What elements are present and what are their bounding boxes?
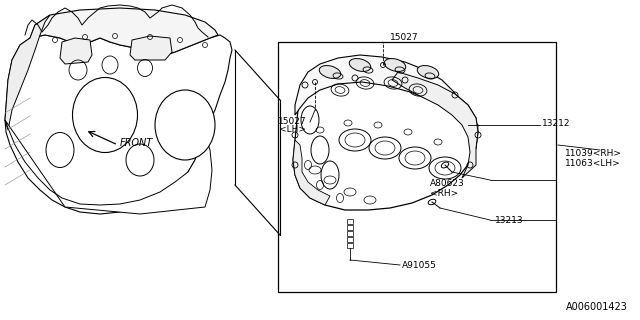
Bar: [278, 42, 556, 292]
Bar: [347, 237, 353, 242]
Ellipse shape: [349, 59, 371, 71]
Ellipse shape: [72, 77, 138, 153]
Text: <LH>: <LH>: [278, 125, 305, 134]
Text: 15027: 15027: [390, 33, 419, 42]
Bar: [347, 225, 353, 230]
Text: A80623: A80623: [430, 179, 465, 188]
Polygon shape: [392, 72, 478, 178]
Polygon shape: [5, 15, 50, 130]
Text: 11039<RH>: 11039<RH>: [565, 149, 622, 158]
Bar: [347, 219, 353, 224]
Polygon shape: [293, 140, 330, 205]
Polygon shape: [5, 120, 212, 214]
Polygon shape: [295, 55, 478, 148]
Text: 13212: 13212: [542, 119, 570, 128]
Text: 11063<LH>: 11063<LH>: [565, 159, 621, 168]
Ellipse shape: [319, 66, 340, 78]
Polygon shape: [130, 36, 172, 60]
Text: FRONT: FRONT: [120, 138, 153, 148]
Ellipse shape: [384, 59, 406, 71]
Bar: [347, 231, 353, 236]
Polygon shape: [5, 35, 232, 214]
Text: 15027: 15027: [278, 117, 307, 126]
Ellipse shape: [155, 90, 215, 160]
Polygon shape: [293, 65, 478, 210]
Polygon shape: [60, 38, 92, 64]
Text: A006001423: A006001423: [566, 302, 628, 312]
Bar: [347, 243, 353, 248]
Text: 13213: 13213: [495, 216, 524, 225]
Polygon shape: [30, 8, 218, 55]
Text: <RH>: <RH>: [430, 189, 458, 198]
Text: A91055: A91055: [402, 261, 437, 270]
Ellipse shape: [417, 66, 439, 78]
